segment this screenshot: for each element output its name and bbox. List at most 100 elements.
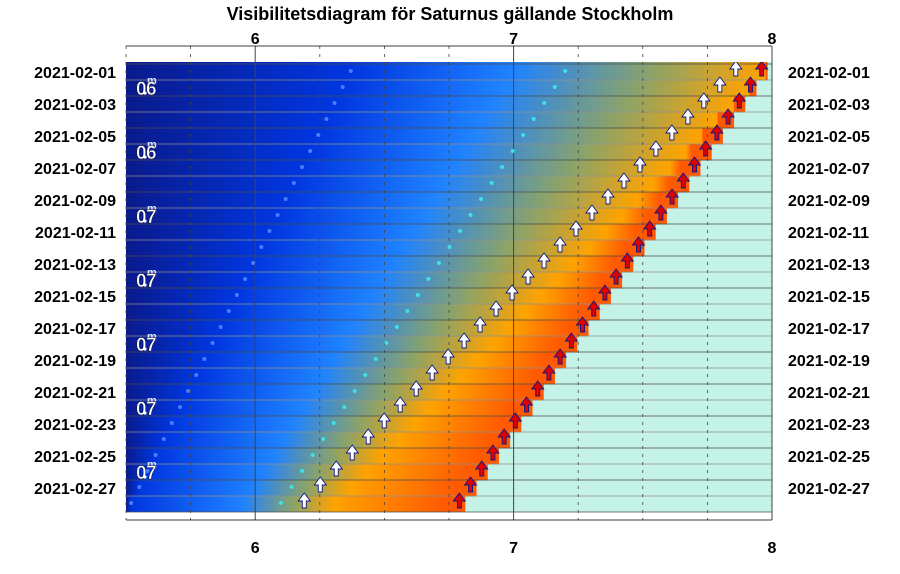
right-date-label: 2021-02-11 [788, 225, 869, 242]
cyan-dot [542, 101, 547, 105]
blue-dot [316, 133, 321, 137]
blue-dot [210, 341, 215, 345]
left-date-label: 2021-02-25 [34, 449, 116, 466]
white-rise-arrow-shape [617, 172, 631, 189]
red-rise-arrow [631, 236, 646, 253]
red-rise-arrow-shape [676, 172, 691, 189]
white-rise-arrow-shape [537, 252, 551, 269]
magnitude-value: 0 [136, 79, 147, 100]
white-rise-arrow-shape [696, 92, 711, 109]
white-rise-arrow [489, 300, 503, 317]
blue-dot [340, 85, 345, 89]
red-rise-arrow-shape [452, 492, 467, 509]
cyan-dot [500, 165, 505, 169]
white-rise-arrow-shape [521, 268, 535, 285]
top-tick-label: 8 [768, 31, 777, 48]
red-rise-arrow [530, 380, 545, 397]
red-rise-arrow-shape [598, 284, 612, 301]
decimal-dot [143, 347, 147, 351]
cyan-dot [394, 325, 399, 329]
white-rise-arrow [569, 220, 583, 237]
blue-dot [251, 261, 256, 265]
red-rise-arrow [698, 140, 713, 157]
right-date-label: 2021-02-03 [788, 97, 870, 114]
red-rise-arrow [754, 62, 769, 77]
decimal-dot [143, 283, 147, 287]
blue-dot [299, 165, 304, 169]
white-rise-arrow [409, 380, 424, 397]
visibility-row-band [126, 128, 723, 145]
magnitude-value: 7 [146, 399, 157, 420]
visibility-row-band [126, 240, 645, 257]
red-rise-arrow [463, 476, 478, 493]
magnitude-label: 0 m7 [136, 331, 157, 356]
visibility-row-band [126, 176, 690, 193]
red-rise-arrow [497, 428, 512, 445]
white-rise-arrow [553, 236, 567, 253]
cyan-dot [521, 133, 526, 137]
red-rise-arrow-shape [519, 396, 534, 413]
cyan-dot [479, 197, 484, 201]
magnitude-label: 0 m7 [136, 395, 157, 420]
white-rise-arrow [633, 156, 647, 173]
magnitude-label: 0 m7 [136, 459, 157, 484]
blue-dot [234, 293, 239, 297]
cyan-dot [331, 421, 336, 425]
blue-dot [324, 117, 329, 121]
magnitude-unit: m [147, 459, 157, 471]
visibility-row-band [126, 272, 623, 289]
red-rise-arrow-shape [530, 380, 545, 397]
white-rise-arrow [457, 332, 472, 349]
white-rise-arrow-shape [680, 108, 695, 125]
white-rise-arrow [696, 92, 711, 109]
left-date-label: 2021-02-17 [34, 321, 116, 338]
red-rise-arrow-shape [542, 364, 556, 381]
magnitude-value: 0 [136, 335, 147, 356]
white-rise-arrow-shape [649, 140, 663, 157]
bottom-tick-label: 6 [251, 540, 260, 557]
magnitude-value: 0 [136, 271, 147, 292]
red-rise-arrow-shape [609, 268, 623, 285]
visibility-row-band [126, 336, 578, 353]
red-rise-arrow-shape [575, 316, 590, 333]
decimal-dot [143, 411, 147, 415]
red-rise-arrow-shape [665, 188, 679, 205]
magnitude-value: 0 [136, 207, 147, 228]
left-date-label: 2021-02-23 [34, 417, 116, 434]
blue-dot [161, 437, 166, 441]
visibility-row-band [126, 400, 533, 417]
white-rise-arrow-shape [505, 284, 519, 301]
white-rise-arrow [664, 124, 679, 141]
bottom-tick-label: 7 [509, 540, 518, 557]
white-rise-arrow [728, 62, 743, 77]
right-date-label: 2021-02-13 [788, 257, 870, 274]
blue-dot [137, 485, 142, 489]
cyan-dot [552, 85, 557, 89]
magnitude-unit: m [147, 267, 157, 279]
red-rise-arrow [519, 396, 534, 413]
magnitude-value: 7 [146, 463, 157, 484]
left-date-label: 2021-02-01 [34, 65, 116, 82]
red-rise-arrow [452, 492, 467, 509]
red-rise-arrow [486, 444, 500, 461]
white-rise-arrow [297, 492, 312, 509]
white-rise-arrow [425, 364, 440, 381]
white-rise-arrow-shape [728, 62, 743, 77]
blue-dot [283, 197, 288, 201]
blue-dot [169, 421, 174, 425]
red-rise-arrow-shape [497, 428, 512, 445]
red-rise-arrow-shape [653, 204, 668, 221]
left-date-label: 2021-02-15 [34, 289, 116, 306]
red-rise-arrow [474, 460, 489, 477]
visibility-row-band [126, 112, 735, 129]
white-rise-arrow [617, 172, 631, 189]
magnitude-unit: m [147, 331, 157, 343]
white-rise-arrow [313, 476, 328, 493]
white-rise-arrow-shape [441, 348, 456, 365]
white-rise-arrow [393, 396, 408, 413]
decimal-dot [143, 155, 147, 159]
right-date-label: 2021-02-25 [788, 449, 870, 466]
white-rise-arrow [712, 76, 727, 93]
red-rise-arrow [586, 300, 601, 317]
bottom-tick-label: 8 [768, 540, 777, 557]
